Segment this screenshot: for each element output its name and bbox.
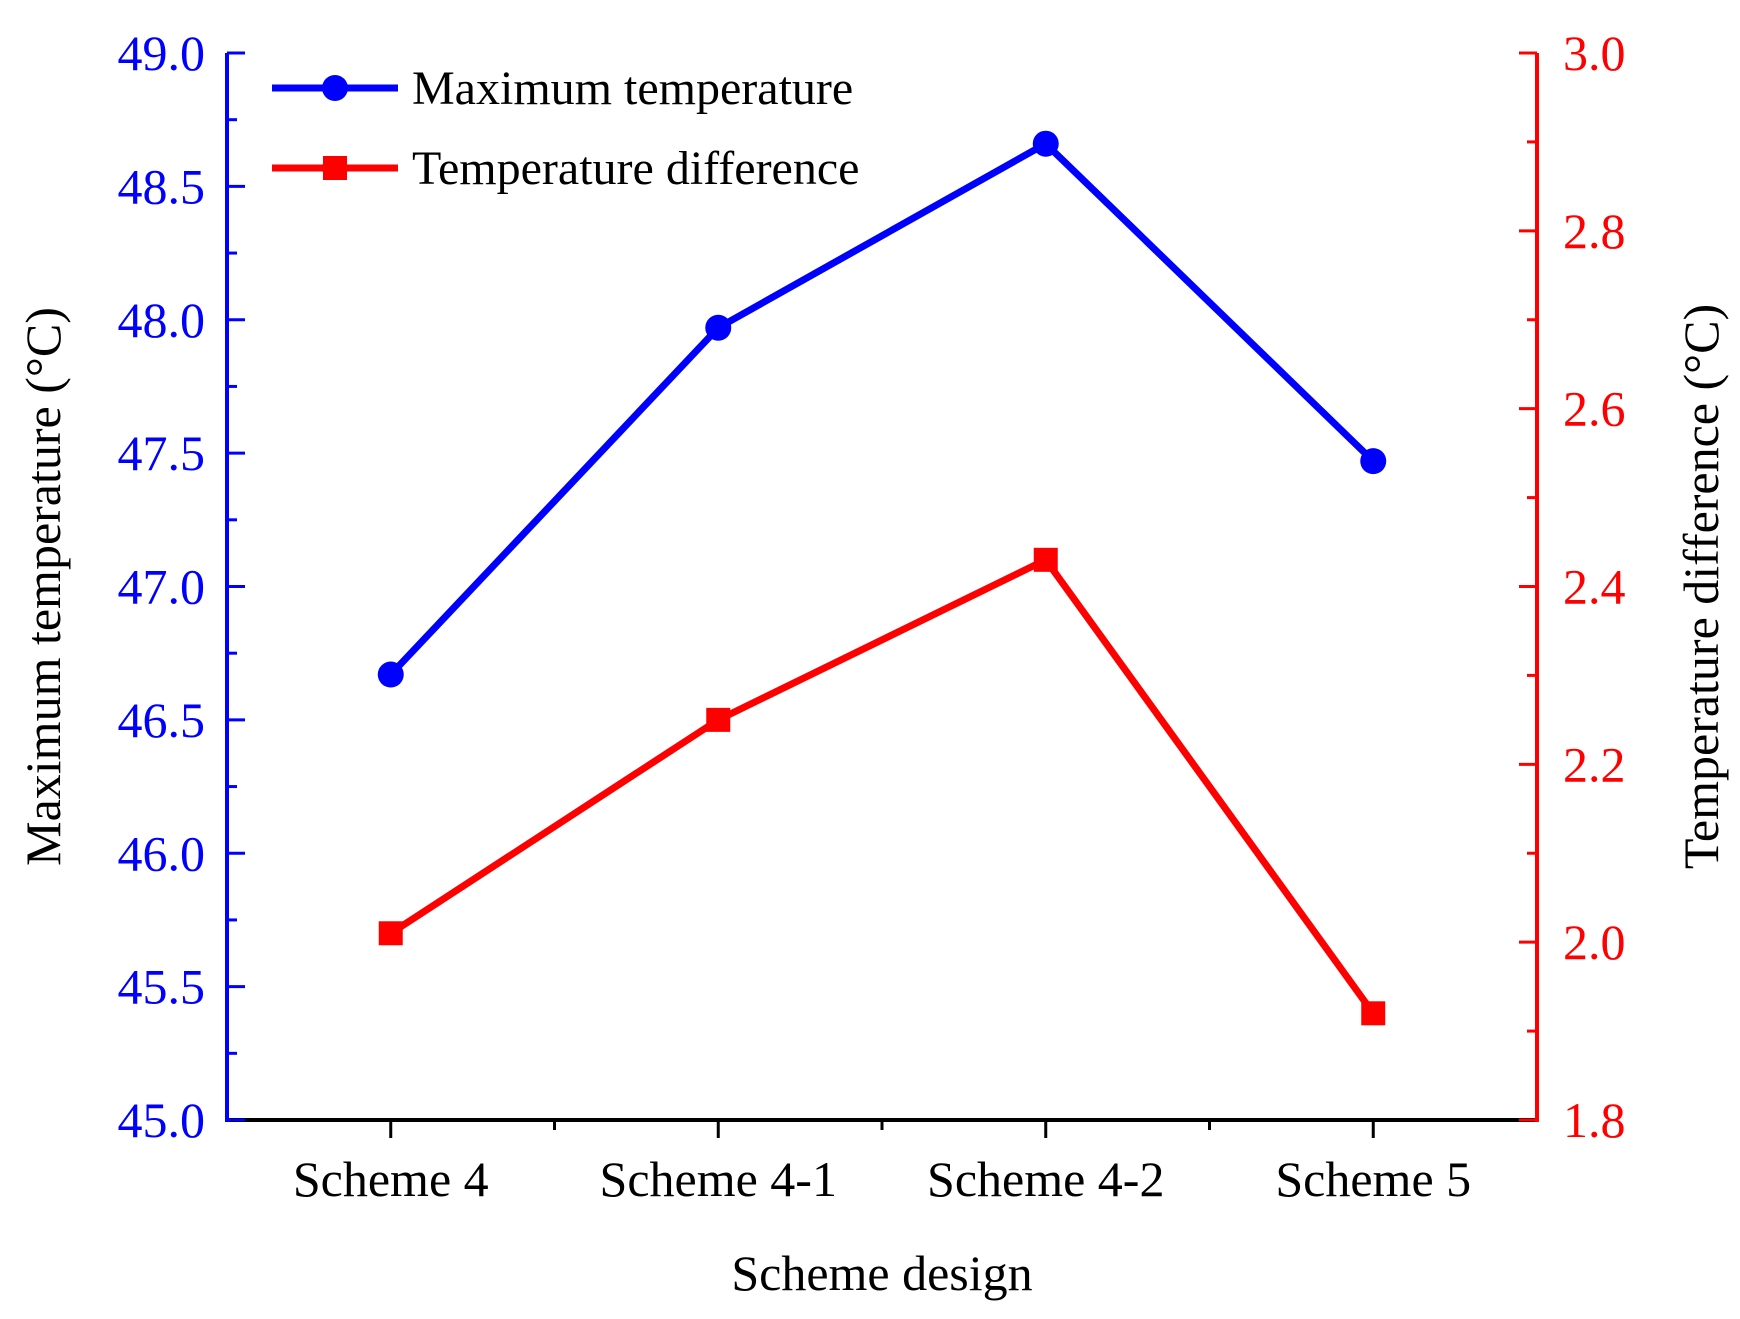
y-left-tick-label: 46.5 [118,692,206,748]
legend-label: Temperature difference [412,142,859,195]
x-tick-label: Scheme 4-2 [927,1151,1164,1207]
y-left-axis-title: Maximum temperature (°C) [15,307,71,866]
series-line-maximum-temperature [388,139,1376,677]
legend: Maximum temperature Temperature differenc… [272,62,859,195]
legend-marker [322,75,348,101]
y-right-tick-label: 2.0 [1563,914,1626,970]
data-point-maximum-temperature [377,661,404,688]
data-point-maximum-temperature [705,314,732,341]
data-point-temperature-difference [1361,1001,1386,1026]
y-left-tick-label: 47.0 [118,559,206,615]
y-left-tick-label: 47.5 [118,425,206,481]
series-layer [377,130,1387,1026]
y-right-tick-label: 3.0 [1563,25,1626,81]
x-axis-title: Scheme design [731,1245,1032,1301]
y-left-tick-label: 45.0 [118,1092,206,1148]
data-point-temperature-difference [1033,547,1058,572]
y-left-tick-label: 49.0 [118,25,206,81]
legend-marker [323,156,347,180]
y-left-tick-label: 48.5 [118,158,206,214]
legend-label: Maximum temperature [412,62,853,115]
x-tick-label: Scheme 5 [1275,1151,1471,1207]
axes-layer: Scheme 4 Scheme 4-1 Scheme 4-2 Scheme 5 Sche… [15,25,1729,1301]
y-left-tick-label: 45.5 [118,959,206,1015]
y-right-tick-label: 2.8 [1563,203,1626,259]
data-point-temperature-difference [706,707,731,732]
y-right-tick-label: 2.2 [1563,736,1626,792]
data-point-temperature-difference [378,921,403,946]
y-left-tick-label: 46.0 [118,825,206,881]
x-tick-label: Scheme 4-1 [600,1151,837,1207]
x-tick-label: Scheme 4 [293,1151,489,1207]
y-right-tick-label: 1.8 [1563,1092,1626,1148]
series-line-temperature-difference [388,555,1377,1016]
y-right-tick-label: 2.4 [1563,559,1626,615]
data-point-maximum-temperature [1032,130,1059,157]
y-right-axis-title: Temperature difference (°C) [1673,304,1729,869]
data-point-maximum-temperature [1360,448,1387,475]
y-right-tick-label: 2.6 [1563,381,1626,437]
y-left-tick-label: 48.0 [118,292,206,348]
